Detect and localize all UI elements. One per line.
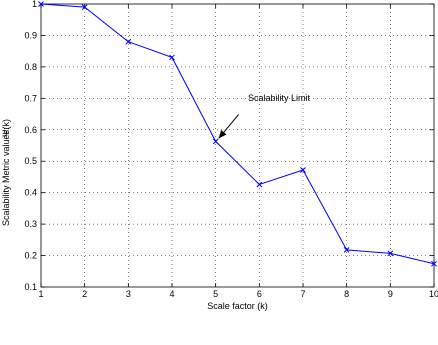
data-point-marker xyxy=(212,138,219,145)
y-tick-label: 0.7 xyxy=(24,93,37,103)
x-tick-label: 10 xyxy=(429,289,438,299)
y-axis-symbol: Ψ(k) xyxy=(1,119,11,137)
y-axis-label: Scalability Metric values: xyxy=(1,127,11,226)
annotation-label: Scalability Limit xyxy=(248,93,311,103)
y-tick-label: 0.5 xyxy=(24,156,37,166)
x-tick-label: 8 xyxy=(344,289,349,299)
y-tick-label: 0.2 xyxy=(24,251,37,261)
data-point-marker xyxy=(169,54,175,61)
data-point-marker xyxy=(343,247,350,253)
plot-area xyxy=(41,4,434,287)
x-tick-label: 9 xyxy=(388,289,393,299)
data-point-marker xyxy=(38,1,44,7)
y-tick-label: 0.9 xyxy=(24,30,37,40)
x-axis-label: Scale factor (k) xyxy=(207,301,268,311)
grid xyxy=(41,4,434,287)
series-line xyxy=(40,3,435,265)
data-point-marker xyxy=(125,38,132,45)
data-point-marker xyxy=(387,250,394,257)
plot-frame xyxy=(40,3,435,288)
x-tick-label: 3 xyxy=(126,289,131,299)
y-tick-labels: 0.1 0.2 0.3 0.4 0.5 0.6 0.7 0.8 0.9 1 xyxy=(24,0,37,292)
x-tick-label: 2 xyxy=(82,289,87,299)
y-tick-label: 0.6 xyxy=(24,125,37,135)
annotation-arrowhead xyxy=(218,130,227,139)
annotation: Scalability Limit xyxy=(218,93,311,139)
x-tick-label: 5 xyxy=(213,289,218,299)
x-tick-label: 7 xyxy=(300,289,305,299)
y-tick-label: 0.3 xyxy=(24,219,37,229)
x-tick-label: 1 xyxy=(38,289,43,299)
x-tick-label: 4 xyxy=(169,289,174,299)
y-tick-label: 0.8 xyxy=(24,62,37,72)
x-tick-labels: 1 2 3 4 5 6 7 8 9 10 xyxy=(38,289,438,299)
y-tick-label: 0.1 xyxy=(24,282,37,292)
data-point-marker xyxy=(431,260,437,267)
x-tick-label: 6 xyxy=(257,289,262,299)
data-point-marker xyxy=(81,4,88,10)
data-point-marker xyxy=(300,167,306,173)
y-tick-label: 1 xyxy=(32,0,37,9)
data-point-marker xyxy=(256,181,263,188)
series-markers xyxy=(38,1,437,267)
y-tick-label: 0.4 xyxy=(24,188,37,198)
